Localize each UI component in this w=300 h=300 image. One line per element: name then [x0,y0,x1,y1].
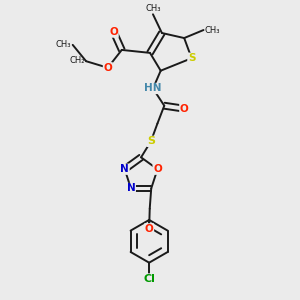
Text: O: O [145,224,154,234]
Text: CH₃: CH₃ [205,26,220,34]
Text: O: O [103,63,112,73]
Text: CH₂: CH₂ [69,56,85,65]
Text: O: O [180,104,189,114]
Text: HN: HN [144,83,162,94]
Text: CH₃: CH₃ [56,40,71,50]
Text: CH₃: CH₃ [145,4,161,13]
Text: S: S [147,136,155,146]
Text: O: O [153,164,162,174]
Text: Cl: Cl [143,274,155,284]
Text: S: S [188,53,195,63]
Text: N: N [120,164,129,174]
Text: N: N [127,184,135,194]
Text: O: O [110,27,118,37]
